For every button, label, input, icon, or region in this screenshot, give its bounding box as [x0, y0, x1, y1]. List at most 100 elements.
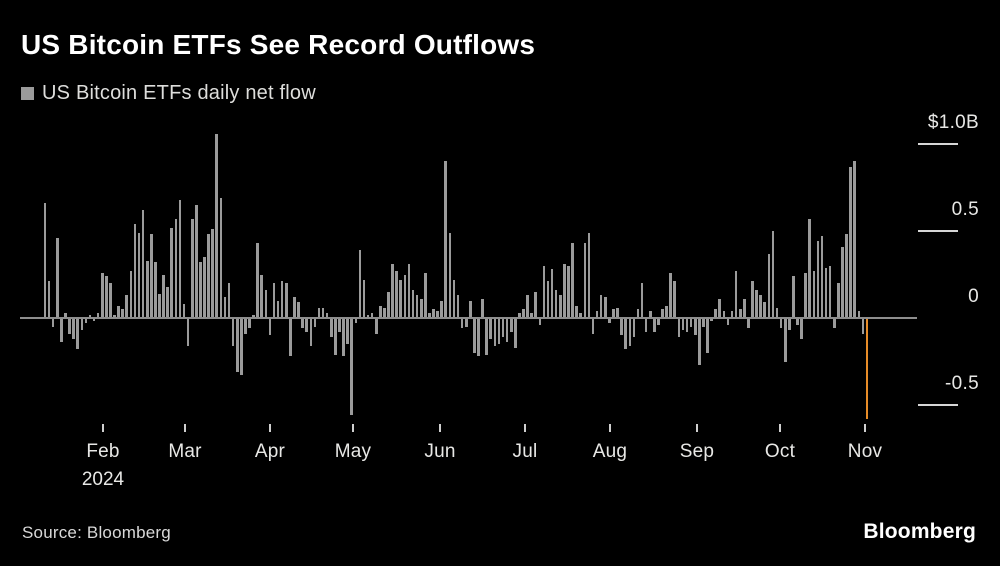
- flow-bar: [264, 290, 268, 318]
- flow-bar: [227, 283, 231, 318]
- x-axis-tick-mark: [864, 424, 866, 432]
- flow-bar: [673, 281, 677, 318]
- flow-bar: [792, 276, 795, 318]
- flow-bar: [158, 293, 161, 318]
- flow-bar: [350, 318, 353, 416]
- flow-bar: [313, 318, 317, 327]
- flow-bar: [354, 318, 358, 324]
- flow-bar: [653, 318, 656, 332]
- flow-bar: [464, 318, 468, 327]
- flow-bar: [591, 318, 595, 334]
- flow-bar: [362, 279, 366, 318]
- flow-bar: [182, 304, 186, 318]
- flow-bar: [812, 271, 816, 318]
- flow-bar: [501, 318, 505, 338]
- flow-bar: [428, 312, 431, 318]
- flow-bar: [141, 210, 145, 318]
- flow-bar: [374, 318, 378, 334]
- flow-bar: [260, 274, 264, 318]
- flow-bar: [436, 311, 439, 318]
- flow-bar: [452, 279, 456, 318]
- flow-bar: [849, 166, 852, 318]
- flow-bar: [595, 311, 599, 318]
- flow-bar: [256, 243, 259, 318]
- flow-bar: [411, 290, 415, 318]
- flow-bar: [734, 271, 738, 318]
- flow-bar: [689, 318, 693, 327]
- x-axis-tick-mark: [102, 424, 104, 432]
- flow-bar: [239, 318, 243, 376]
- flow-bar: [722, 311, 726, 318]
- flow-bar: [346, 318, 349, 345]
- flow-bar: [845, 234, 848, 318]
- flow-bar: [145, 260, 149, 318]
- x-axis-month-label: Nov: [847, 441, 883, 462]
- flow-bar: [100, 272, 104, 318]
- flow-bar: [424, 272, 427, 318]
- flow-bar: [284, 283, 288, 318]
- flow-bar: [485, 318, 488, 355]
- flow-bar: [755, 290, 758, 318]
- flow-bar: [203, 257, 206, 318]
- flow-bar: [76, 318, 79, 350]
- x-axis-month-label: Jul: [512, 441, 538, 462]
- flow-bar: [657, 318, 660, 325]
- flow-bar: [857, 311, 861, 318]
- flow-bar: [407, 264, 411, 318]
- flow-bar: [828, 265, 832, 318]
- flow-bar: [105, 276, 108, 318]
- flow-bar: [771, 231, 775, 318]
- flow-bar: [648, 311, 652, 318]
- x-axis-tick-mark: [609, 424, 611, 432]
- flow-bar: [628, 318, 632, 346]
- flow-bar: [403, 274, 407, 318]
- flow-bar: [567, 265, 570, 318]
- flow-bar: [702, 318, 705, 327]
- flow-bar: [775, 307, 779, 318]
- flow-bar: [534, 291, 538, 318]
- flow-bar: [636, 309, 640, 318]
- flow-bar: [751, 281, 754, 318]
- flow-bar: [693, 318, 697, 336]
- flow-bar: [444, 161, 448, 318]
- flow-bar: [469, 300, 472, 318]
- legend-label: US Bitcoin ETFs daily net flow: [42, 81, 316, 104]
- flow-bar: [297, 302, 300, 318]
- flow-bar: [84, 318, 88, 324]
- flow-bar: [64, 312, 67, 318]
- flow-bar: [804, 272, 807, 318]
- flow-bar: [150, 234, 153, 318]
- flow-bar: [730, 311, 734, 318]
- flow-bar: [47, 281, 51, 318]
- x-axis-tick-mark: [352, 424, 354, 432]
- flow-bar: [289, 318, 292, 357]
- flow-bar: [440, 300, 443, 318]
- flow-bar: [207, 234, 210, 318]
- flow-bar: [231, 318, 235, 346]
- flow-bar: [603, 297, 607, 318]
- flow-bar: [861, 318, 865, 334]
- y-axis-tick-label: -0.5: [945, 373, 979, 394]
- flow-bar: [358, 250, 362, 318]
- flow-bar: [710, 318, 713, 322]
- flow-bar: [681, 318, 685, 331]
- flow-bar: [526, 295, 529, 318]
- flow-bar: [783, 318, 787, 362]
- flow-bar: [395, 271, 398, 318]
- legend: US Bitcoin ETFs daily net flow: [21, 81, 316, 104]
- y-axis-tick-label: 0.5: [951, 199, 979, 220]
- flow-bar: [219, 197, 223, 318]
- flow-bar: [366, 314, 370, 318]
- flow-bar: [383, 307, 386, 318]
- flow-bar: [329, 318, 333, 338]
- flow-bar: [505, 318, 509, 343]
- flow-bar: [538, 318, 542, 325]
- flow-bar: [583, 243, 587, 318]
- flow-bar: [370, 312, 374, 318]
- flow-bar: [43, 203, 47, 318]
- flow-bar: [820, 236, 824, 318]
- flow-bar: [787, 318, 791, 331]
- page-title: US Bitcoin ETFs See Record Outflows: [21, 29, 536, 60]
- flow-bar: [80, 318, 84, 331]
- flow-bar: [767, 253, 771, 318]
